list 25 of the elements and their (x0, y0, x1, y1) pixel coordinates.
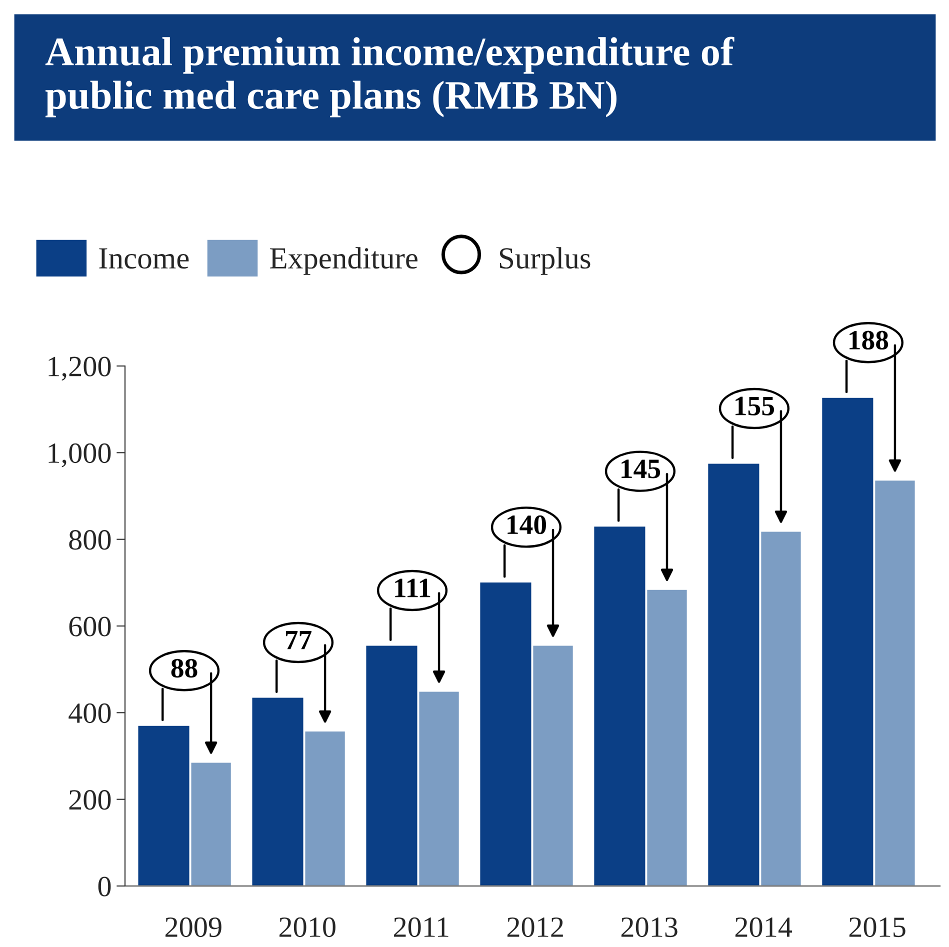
annotation: 155 (736, 396, 774, 416)
text: Surplus (500, 247, 590, 275)
y-tick-label: 800 (69, 530, 111, 550)
legend-label: Income (99, 248, 189, 269)
annotation: 111 (395, 578, 430, 598)
x-tick-label: 2011 (394, 917, 448, 938)
y-tick-label: 600 (69, 616, 111, 636)
y-tick-label: 1,000 (48, 443, 111, 468)
annotation: 145 (622, 460, 660, 478)
y-tick-label: 0 (98, 876, 111, 896)
x-tick-label: 2015 (849, 917, 906, 938)
y-tick-label: 1,200 (48, 356, 111, 381)
legend-label: Expenditure (270, 247, 418, 275)
chart-title: Annual premium income/expenditure of public med care plans (RMB BN) (45, 36, 734, 118)
annotation: 88 (171, 658, 198, 678)
x-tick-label: 2013 (621, 917, 678, 938)
x-tick-label: 2009 (166, 917, 222, 938)
y-tick-label: 400 (68, 703, 111, 724)
annotation: 77 (286, 630, 312, 650)
x-tick-label: 2014 (735, 917, 792, 938)
x-tick-label: 2010 (279, 917, 336, 938)
x-tick-label: 2012 (507, 917, 563, 938)
annotation: 140 (508, 515, 546, 534)
annotation: 188 (850, 330, 888, 350)
y-tick-label: 200 (69, 790, 111, 810)
